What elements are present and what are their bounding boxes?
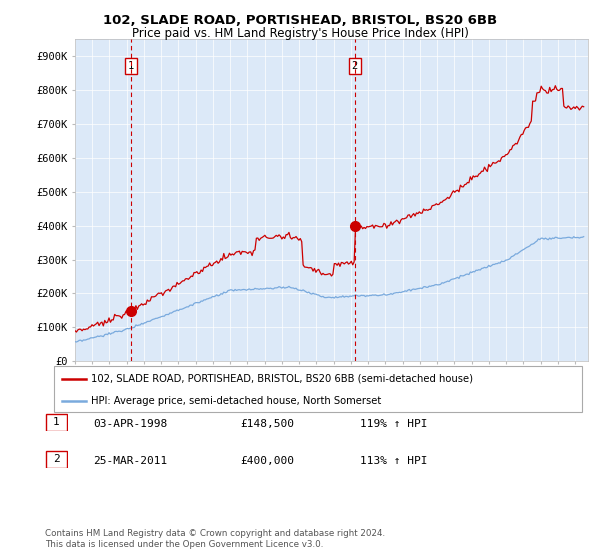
FancyBboxPatch shape	[46, 451, 67, 468]
FancyBboxPatch shape	[46, 414, 67, 431]
Text: 2: 2	[53, 454, 60, 464]
Text: 1: 1	[53, 417, 60, 427]
Text: Price paid vs. HM Land Registry's House Price Index (HPI): Price paid vs. HM Land Registry's House …	[131, 27, 469, 40]
Text: 03-APR-1998: 03-APR-1998	[93, 419, 167, 429]
Text: HPI: Average price, semi-detached house, North Somerset: HPI: Average price, semi-detached house,…	[91, 396, 381, 407]
Text: 102, SLADE ROAD, PORTISHEAD, BRISTOL, BS20 6BB (semi-detached house): 102, SLADE ROAD, PORTISHEAD, BRISTOL, BS…	[91, 374, 473, 384]
Text: 119% ↑ HPI: 119% ↑ HPI	[360, 419, 427, 429]
Text: £400,000: £400,000	[240, 456, 294, 466]
Text: 102, SLADE ROAD, PORTISHEAD, BRISTOL, BS20 6BB: 102, SLADE ROAD, PORTISHEAD, BRISTOL, BS…	[103, 14, 497, 27]
Text: 2: 2	[352, 61, 358, 71]
Text: Contains HM Land Registry data © Crown copyright and database right 2024.
This d: Contains HM Land Registry data © Crown c…	[45, 529, 385, 549]
Text: £148,500: £148,500	[240, 419, 294, 429]
Text: 113% ↑ HPI: 113% ↑ HPI	[360, 456, 427, 466]
Text: 1: 1	[128, 61, 134, 71]
Text: 25-MAR-2011: 25-MAR-2011	[93, 456, 167, 466]
